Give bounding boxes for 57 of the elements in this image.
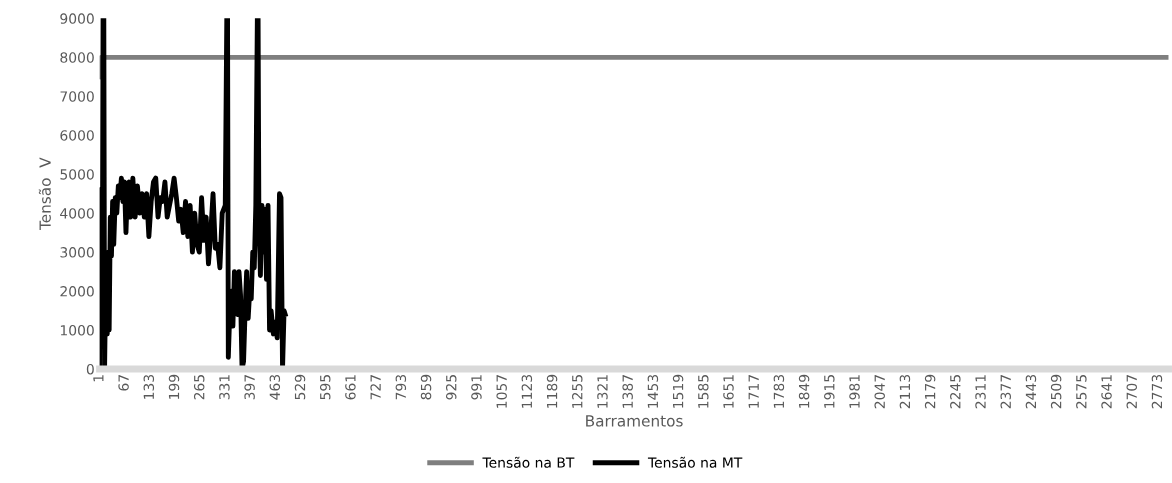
x-tick-label: 67 xyxy=(118,375,129,391)
y-tick-label: 6000 xyxy=(60,130,94,141)
x-tick-label: 1057 xyxy=(496,375,507,408)
x-tick-label: 529 xyxy=(294,374,306,400)
y-tick-label: 9000 xyxy=(60,13,94,24)
x-tick-label: 2443 xyxy=(1025,374,1037,409)
x-tick-label: 2311 xyxy=(975,375,986,409)
x-tick-label: 1849 xyxy=(798,374,810,408)
x-tick-label: 2113 xyxy=(899,374,911,409)
x-tick-label: 331 xyxy=(219,375,230,400)
x-tick-label: 1915 xyxy=(824,375,835,408)
x-tick-label: 1453 xyxy=(647,374,659,408)
x-tick-label: 265 xyxy=(193,375,205,400)
x-tick-label: 1783 xyxy=(773,374,785,408)
x-tick-label: 595 xyxy=(319,375,331,400)
x-tick-label: 1519 xyxy=(672,374,684,408)
x-tick-label: 463 xyxy=(269,374,281,400)
y-tick-label: 2000 xyxy=(60,286,94,297)
x-tick-label: 991 xyxy=(471,375,482,400)
y-tick-label: 5000 xyxy=(60,169,94,180)
x-tick-label: 1585 xyxy=(698,375,709,408)
y-tick-label: 8000 xyxy=(60,52,94,63)
x-tick-label: 2641 xyxy=(1101,375,1112,409)
x-tick-label: 2575 xyxy=(1076,375,1087,409)
y-axis-title: Tensão V xyxy=(38,157,51,231)
x-tick-label: 727 xyxy=(370,375,381,400)
x-tick-label: 925 xyxy=(446,375,457,400)
y-tick-label: 7000 xyxy=(60,91,94,102)
x-tick-label: 1 xyxy=(93,375,104,382)
x-tick-label: 133 xyxy=(143,374,155,399)
x-tick-label: 1717 xyxy=(748,375,759,408)
x-tick-label: 2509 xyxy=(1050,374,1062,409)
y-tick-label: 3000 xyxy=(60,247,94,258)
x-tick-label: 2047 xyxy=(874,375,885,409)
x-tick-label: 2179 xyxy=(924,374,936,409)
y-tick-label: 4000 xyxy=(60,208,94,219)
x-tick-label: 1123 xyxy=(521,374,533,408)
x-tick-label: 1387 xyxy=(622,375,633,408)
x-tick-label: 1651 xyxy=(723,375,734,408)
x-tick-label: 2377 xyxy=(1000,375,1011,409)
x-tick-label: 2707 xyxy=(1126,375,1137,409)
legend-label: Tensão na MT xyxy=(647,456,743,468)
x-tick-label: 397 xyxy=(244,375,255,400)
x-tick-label: 2245 xyxy=(950,375,961,409)
x-tick-label: 2773 xyxy=(1151,374,1163,409)
legend-label: Tensão na BT xyxy=(482,456,575,468)
x-tick-label: 859 xyxy=(420,374,432,400)
x-tick-label: 793 xyxy=(395,374,407,400)
y-tick-label: 0 xyxy=(86,363,94,375)
x-tick-label: 661 xyxy=(345,375,356,400)
x-tick-label: 199 xyxy=(168,374,180,399)
x-axis-title: Barramentos xyxy=(586,415,683,427)
x-tick-label: 1255 xyxy=(572,375,583,408)
x-tick-label: 1189 xyxy=(546,374,558,408)
x-tick-label: 1321 xyxy=(597,375,608,408)
y-tick-label: 1000 xyxy=(60,325,94,336)
x-tick-label: 1981 xyxy=(849,375,860,408)
